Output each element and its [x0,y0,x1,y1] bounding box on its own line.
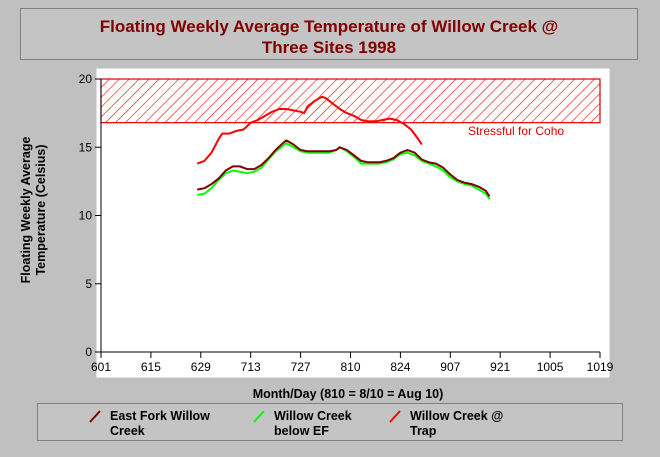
x-tick-label: 615 [141,360,161,374]
x-tick-label: 713 [241,360,261,374]
series-line-0 [197,139,491,197]
series-line-2 [196,95,423,165]
x-tick-label: 810 [340,360,360,374]
legend-line-trap [389,410,401,423]
y-tick-label: 15 [79,140,93,154]
x-tick-label: 601 [91,360,111,374]
chart-title: Floating Weekly Average Temperature of W… [99,17,559,57]
y-tick-label: 0 [85,345,92,359]
legend-label-below-ef: Willow Creek below EF [274,409,352,438]
x-axis-label: Month/Day (810 = 8/10 = Aug 10) [252,387,444,401]
y-tick-label: 10 [79,209,93,223]
legend-line-east-fork [89,410,101,423]
y-tick-label: 20 [79,72,93,86]
legend: East Fork Willow Creek Willow Creek belo… [37,403,623,441]
legend-line-below-ef [253,410,265,423]
x-tick-label: 921 [490,360,510,374]
legend-label-east-fork: East Fork Willow Creek [110,409,210,438]
x-tick-label: 824 [390,360,410,374]
x-tick-label: 1005 [537,360,564,374]
y-tick-label: 5 [85,277,92,291]
legend-label-trap: Willow Creek @ Trap [410,409,504,438]
stress-band [100,78,601,124]
x-tick-label: 629 [191,360,211,374]
chart-title-box: Floating Weekly Average Temperature of W… [20,8,638,60]
x-tick-label: 727 [291,360,311,374]
stress-band-label: Stressful for Coho [468,124,564,138]
x-tick-label: 907 [440,360,460,374]
x-tick-label: 1019 [587,360,614,374]
